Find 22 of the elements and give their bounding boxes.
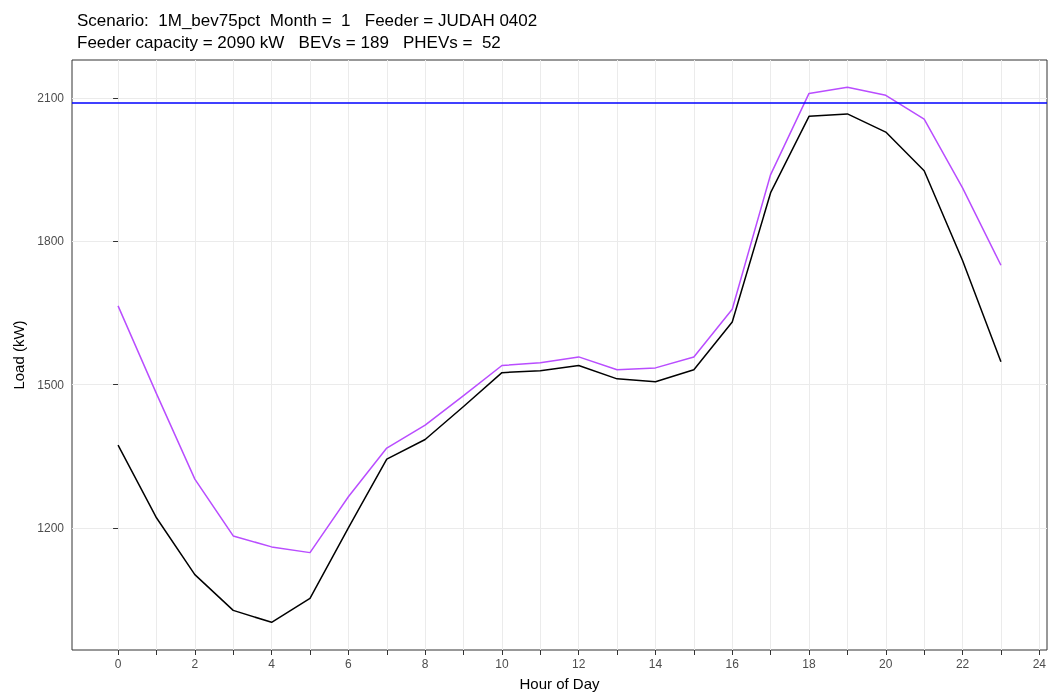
x-tick-label: 20 (879, 657, 893, 671)
x-tick-label: 0 (114, 657, 122, 671)
x-tick-label: 4 (268, 657, 276, 671)
y-tick-label: 1500 (37, 377, 65, 392)
x-axis-title: Hour of Day (519, 675, 601, 692)
y-tick-label: 1200 (37, 520, 65, 535)
line-series (117, 86, 1002, 554)
x-tick-label: 14 (648, 657, 663, 671)
x-tick-label: 12 (572, 657, 586, 671)
chart-title: Scenario: 1M_bev75pct Month = 1 Feeder = JUDAH 0402 Feeder capacity = 2090 kW BEVs = 189 PHEVs = 52 (77, 10, 538, 52)
x-tick-label: 18 (802, 657, 816, 671)
x-tick-label: 16 (725, 657, 740, 671)
x-tick-label: 2 (191, 657, 199, 671)
x-tick-label: 6 (345, 657, 353, 671)
x-tick-label: 22 (955, 657, 970, 671)
x-tick-label: 24 (1032, 657, 1047, 671)
x-tick-label: 10 (495, 657, 509, 671)
y-tick-label: 1800 (37, 234, 65, 249)
y-axis-title: Load (kW) (10, 320, 27, 390)
y-tick-label: 2100 (37, 91, 65, 106)
x-tick-label: 8 (421, 657, 429, 671)
line-series (117, 113, 1002, 624)
